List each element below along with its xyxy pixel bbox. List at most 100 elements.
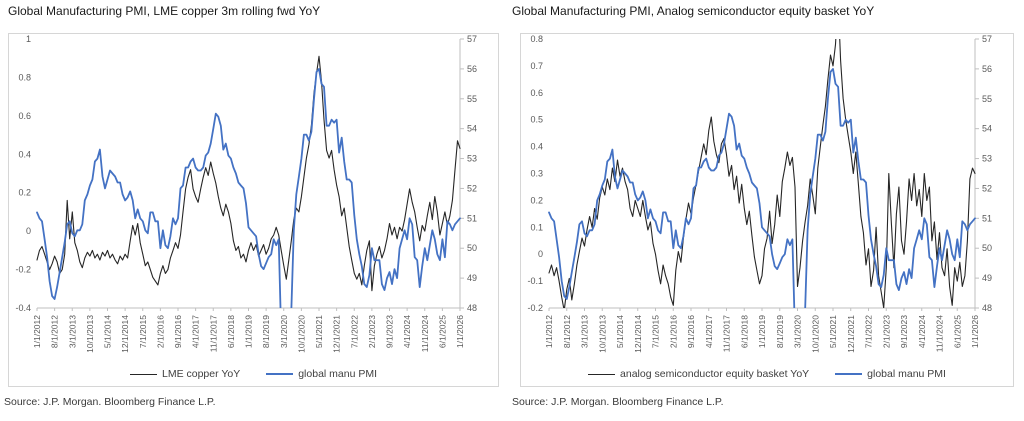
right-axis-tick-label: 51 — [467, 213, 477, 223]
legend-line-sample — [835, 373, 863, 375]
left-axis-tick-label: 0.3 — [530, 169, 543, 179]
x-axis-tick-label: 12/1/2014 — [120, 315, 130, 353]
legend-item: global manu PMI — [835, 368, 946, 380]
x-axis-tick-label: 2/1/2023 — [367, 315, 377, 348]
left-axis-tick-label: 0.1 — [530, 222, 543, 232]
x-axis-tick-label: 10/1/2013 — [597, 315, 607, 353]
left-axis-tick-label: -0.2 — [527, 303, 543, 313]
x-axis-tick-label: 8/1/2012 — [562, 315, 572, 348]
x-axis-tick-label: 4/1/2017 — [191, 315, 201, 348]
left-axis-tick-label: 0.2 — [530, 195, 543, 205]
right-axis-tick-label: 55 — [467, 94, 477, 104]
left-axis-tick-label: 0.6 — [530, 88, 543, 98]
right-axis-tick-label: 55 — [982, 94, 992, 104]
right-axis-tick-label: 50 — [982, 243, 992, 253]
right-axis-tick-label: 52 — [467, 183, 477, 193]
legend-copper-chart: LME copper YoY global manu PMI — [9, 367, 498, 381]
x-axis-tick-label: 6/1/2018 — [226, 315, 236, 348]
source-note-right: Source: J.P. Morgan. Bloomberg Finance L… — [512, 396, 724, 408]
legend-label: global manu PMI — [298, 368, 378, 380]
series-line-asset — [36, 55, 461, 292]
legend-line-sample — [588, 373, 616, 375]
x-axis-tick-label: 1/1/2019 — [757, 315, 767, 348]
x-axis-tick-label: 6/1/2025 — [952, 315, 962, 348]
x-axis-tick-label: 6/1/2018 — [739, 315, 749, 348]
left-axis-tick-label: -0.2 — [15, 265, 31, 275]
x-axis-tick-label: 3/1/2013 — [67, 315, 77, 348]
chart-title-semis: Global Manufacturing PMI, Analog semicon… — [512, 4, 875, 18]
x-axis-tick-label: 9/1/2016 — [686, 315, 696, 348]
right-axis-tick-label: 49 — [467, 273, 477, 283]
x-axis-tick-label: 2/1/2016 — [155, 315, 165, 348]
right-axis-tick-label: 56 — [467, 64, 477, 74]
legend-item: global manu PMI — [266, 368, 377, 380]
x-axis-tick-label: 2/1/2016 — [668, 315, 678, 348]
right-axis-tick-label: 54 — [467, 124, 477, 134]
copper-pmi-chart: 1 0.8 0.6 0.4 0.2 0 -0.2 -0.4 57 56 55 54 53 52 51 50 49… — [15, 34, 477, 353]
x-axis-tick-label: 9/1/2023 — [899, 315, 909, 348]
x-axis-tick-label: 8/1/2012 — [50, 315, 60, 348]
legend-semis-chart: analog semiconductor equity basket YoY gl… — [521, 367, 1013, 381]
legend-item: analog semiconductor equity basket YoY — [588, 368, 809, 380]
left-axis-tick-label: 0.8 — [530, 34, 543, 44]
x-axis-tick-label: 12/1/2021 — [332, 315, 342, 353]
x-axis-tick-label: 11/1/2024 — [935, 315, 945, 352]
x-axis-tick-label: 7/1/2015 — [651, 315, 661, 348]
x-axis-tick-label: 11/1/2017 — [722, 315, 732, 352]
legend-label: global manu PMI — [867, 368, 946, 380]
chart-area-semis: 0.8 0.7 0.6 0.5 0.4 0.3 0.2 0.1 0 -0.1 -0.2 57 56 55 5… — [520, 33, 1014, 387]
x-axis-tick-label: 4/1/2017 — [704, 315, 714, 348]
right-axis-tick-label: 50 — [467, 243, 477, 253]
left-axis-tick-label: 0.4 — [18, 149, 31, 159]
x-axis-tick-label: 10/1/2020 — [296, 315, 306, 353]
x-axis-tick-label: 7/1/2015 — [138, 315, 148, 348]
x-axis-tick-label: 11/1/2024 — [420, 315, 430, 352]
legend-line-sample — [129, 373, 157, 375]
legend-label: LME copper YoY — [161, 368, 241, 380]
x-axis-tick-label: 8/1/2019 — [261, 315, 271, 348]
legend-item: LME copper YoY — [129, 368, 241, 380]
chart-panel-semis: Global Manufacturing PMI, Analog semicon… — [512, 0, 1024, 421]
left-axis-tick-label: 0.7 — [530, 61, 543, 71]
x-axis-tick-label: 12/1/2014 — [633, 315, 643, 353]
left-axis-tick-label: 0.8 — [18, 72, 31, 82]
chart-panel-copper: Global Manufacturing PMI, LME copper 3m … — [4, 4, 499, 408]
x-axis-tick-label: 4/1/2024 — [402, 315, 412, 348]
legend-label: analog semiconductor equity basket YoY — [620, 368, 810, 380]
x-axis-tick-label: 7/1/2022 — [349, 315, 359, 348]
x-axis-tick-label: 10/1/2020 — [810, 315, 820, 353]
right-axis-tick-label: 52 — [982, 183, 992, 193]
right-axis-tick-label: 49 — [982, 273, 992, 283]
x-axis-tick-label: 2/1/2023 — [881, 315, 891, 348]
left-axis-tick-label: 0.6 — [18, 111, 31, 121]
left-axis-tick-label: 0.2 — [18, 188, 31, 198]
x-axis-tick-label: 5/1/2014 — [103, 315, 113, 348]
x-axis-tick-label: 1/1/2026 — [455, 315, 465, 348]
x-axis-tick-label: 5/1/2014 — [615, 315, 625, 348]
right-axis-tick-label: 57 — [982, 34, 992, 44]
left-axis-tick-label: 1 — [26, 34, 31, 44]
x-axis-tick-label: 12/1/2021 — [846, 315, 856, 353]
left-axis-tick-label: 0.5 — [530, 115, 543, 125]
x-axis-tick-label: 1/1/2012 — [32, 315, 42, 348]
x-axis-tick-label: 1/1/2019 — [244, 315, 254, 348]
x-axis-tick-label: 1/1/2026 — [970, 315, 980, 348]
source-note-left: Source: J.P. Morgan. Bloomberg Finance L… — [4, 396, 216, 408]
x-axis-tick-label: 5/1/2021 — [828, 315, 838, 348]
left-axis-tick-label: 0 — [26, 226, 31, 236]
chart-area-copper: 1 0.8 0.6 0.4 0.2 0 -0.2 -0.4 57 56 55 54 53 52 51 50 49… — [8, 33, 499, 387]
right-axis-tick-label: 53 — [467, 154, 477, 164]
x-axis-tick-label: 1/1/2012 — [544, 315, 554, 348]
x-axis-tick-label: 4/1/2024 — [917, 315, 927, 348]
x-axis-tick-label: 3/1/2020 — [793, 315, 803, 348]
x-axis-tick-label: 10/1/2013 — [85, 315, 95, 353]
left-axis-tick-label: -0.4 — [15, 303, 31, 313]
series-line-pmi — [36, 68, 461, 308]
right-axis-tick-label: 56 — [982, 64, 992, 74]
x-axis-tick-label: 9/1/2016 — [173, 315, 183, 348]
x-axis-tick-label: 7/1/2022 — [864, 315, 874, 348]
left-axis-tick-label: -0.1 — [527, 276, 543, 286]
right-axis-tick-label: 48 — [982, 303, 992, 313]
right-axis-tick-label: 54 — [982, 124, 992, 134]
x-axis-tick-label: 11/1/2017 — [208, 315, 218, 352]
